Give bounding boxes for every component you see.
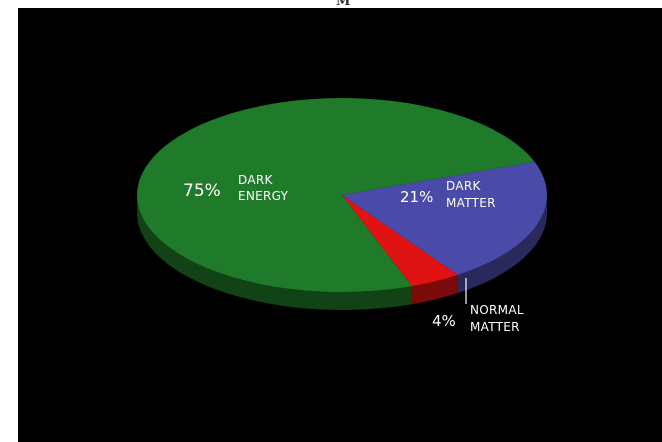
normal-matter-percent-label: 4%	[432, 312, 456, 330]
normal-matter-name-line2: MATTER	[470, 320, 520, 334]
slice-side-normal-matter	[412, 275, 458, 305]
dark-matter-name-line2: MATTER	[446, 196, 496, 210]
dark-energy-percent-label: 75%	[183, 181, 221, 201]
slice-side-dark-matter	[457, 193, 547, 293]
dark-matter-name-line1: DARK	[446, 179, 481, 193]
slice-dark-energy	[137, 98, 535, 293]
slice-side-dark-energy	[137, 198, 413, 310]
slice-normal-matter	[342, 195, 458, 287]
pie-depth-layer	[137, 193, 547, 310]
corner-mark: M	[336, 0, 352, 9]
pie-top-layer	[137, 98, 547, 293]
dark-energy-name-line2: ENERGY	[238, 189, 289, 203]
slice-dark-matter	[342, 161, 547, 275]
normal-matter-name-line1: NORMAL	[470, 303, 524, 317]
dark-energy-name-line1: DARK	[238, 173, 273, 187]
dark-matter-percent-label: 21%	[400, 188, 433, 206]
